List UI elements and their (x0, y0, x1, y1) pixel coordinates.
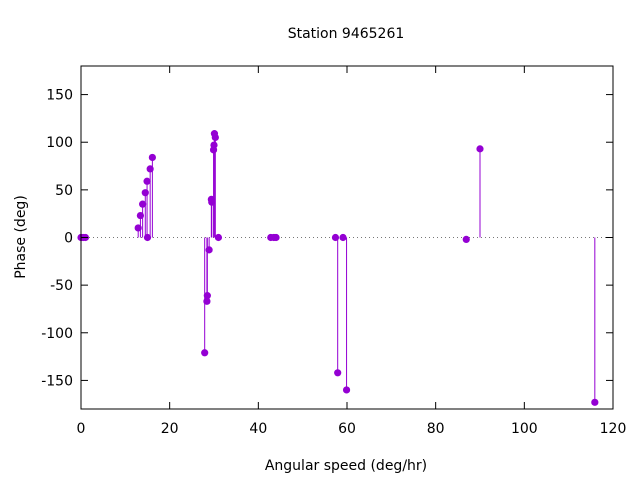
x-tick-label: 120 (600, 421, 627, 437)
y-tick-label: 50 (55, 183, 73, 199)
data-point (339, 233, 347, 242)
data-point (143, 233, 152, 242)
data-point (462, 235, 470, 244)
data-point (148, 153, 156, 162)
data-point (272, 233, 280, 242)
chart-title: Station 9465261 (288, 26, 405, 42)
data-point (342, 386, 351, 394)
data-point (591, 398, 599, 406)
x-tick-label: 40 (249, 421, 267, 437)
data-point (141, 189, 149, 197)
y-tick-label: -100 (41, 326, 73, 342)
y-tick-label: 0 (64, 231, 73, 247)
x-tick-label: 20 (161, 421, 179, 437)
data-point (143, 177, 151, 185)
y-tick-label: -150 (41, 373, 73, 389)
data-point (334, 369, 342, 377)
data-point (205, 246, 213, 254)
data-point (203, 292, 211, 300)
y-tick-label: -50 (50, 278, 73, 294)
y-axis-label: Phase (deg) (13, 195, 29, 279)
axes: 0 20 40 60 80 100 120 -150 -100 -50 0 50 100 150 (41, 66, 626, 437)
x-tick-label: 100 (511, 421, 538, 437)
y-tick-label: 150 (46, 88, 73, 104)
x-tick-label: 60 (338, 421, 356, 437)
x-axis-label: Angular speed (deg/hr) (265, 458, 427, 474)
data-point (214, 233, 223, 242)
x-tick-label: 0 (77, 421, 86, 437)
data-point (139, 200, 147, 208)
data-point (476, 145, 484, 153)
data-point (211, 133, 219, 142)
x-tick-label: 80 (427, 421, 445, 437)
y-tick-label: 100 (46, 135, 73, 151)
data-point (203, 297, 211, 305)
data-point (201, 349, 209, 357)
plot-area (77, 130, 613, 406)
